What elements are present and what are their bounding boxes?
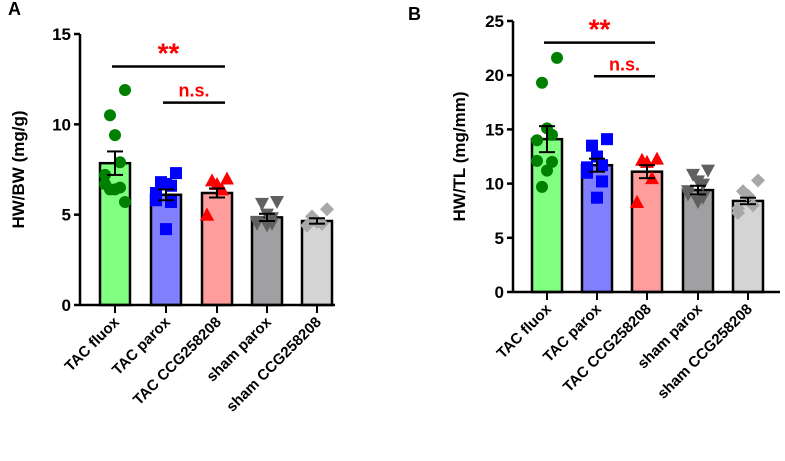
data-point	[551, 51, 563, 64]
y-tick-label: 10	[52, 115, 71, 134]
significance-label: **	[589, 14, 611, 45]
data-point	[220, 171, 234, 185]
data-point	[104, 109, 116, 122]
bar	[300, 219, 334, 307]
data-point	[586, 139, 598, 152]
data-point	[160, 223, 172, 236]
data-point	[581, 166, 593, 179]
data-point	[119, 84, 131, 97]
data-point	[165, 196, 177, 209]
error-bar	[209, 187, 225, 199]
significance-label: **	[158, 38, 180, 69]
error-bar	[740, 196, 756, 206]
y-tick-label: 5	[495, 229, 504, 248]
data-point	[200, 207, 214, 221]
significance-label: n.s.	[178, 81, 209, 101]
data-point	[591, 191, 603, 204]
y-axis-label: HW/TL (mg/mm)	[450, 91, 469, 221]
data-point	[601, 133, 613, 146]
error-bar	[309, 217, 325, 225]
data-point	[596, 175, 608, 188]
data-point	[731, 205, 745, 220]
data-point	[531, 134, 543, 147]
error-bar	[259, 212, 275, 222]
x-tick-label: sham CCG258208	[223, 314, 325, 416]
panel-label: B	[408, 4, 421, 24]
data-point	[686, 168, 700, 182]
error-bar	[158, 188, 174, 202]
data-point	[751, 173, 765, 188]
data-point	[536, 76, 548, 89]
data-point	[701, 164, 715, 178]
error-bar	[639, 164, 655, 180]
data-point	[170, 167, 182, 180]
data-point	[650, 151, 664, 165]
bar	[630, 170, 664, 294]
y-tick-label: 0	[495, 283, 504, 302]
error-bar	[589, 157, 605, 173]
y-tick-label: 20	[485, 66, 504, 85]
error-bar	[539, 125, 555, 154]
x-tick-label: TAC CCG258208	[560, 301, 655, 396]
data-point	[546, 155, 558, 168]
panel-label: A	[8, 0, 21, 19]
data-point	[741, 188, 755, 203]
data-point	[99, 168, 111, 181]
data-point	[119, 196, 131, 209]
data-point	[104, 183, 116, 196]
y-tick-label: 10	[485, 175, 504, 194]
error-bar	[107, 150, 123, 176]
y-tick-label: 25	[485, 12, 504, 31]
data-point	[260, 219, 274, 233]
data-point	[596, 159, 608, 172]
bar	[149, 193, 183, 307]
data-point	[746, 198, 760, 213]
data-point	[630, 195, 644, 209]
x-tick-label: sham CCG258208	[654, 301, 756, 403]
y-tick-label: 15	[485, 120, 504, 139]
data-point	[320, 202, 334, 217]
data-point	[255, 197, 269, 211]
data-point	[546, 128, 558, 141]
data-point	[300, 218, 314, 233]
data-point	[114, 156, 126, 169]
error-bar	[690, 184, 706, 196]
y-tick-label: 15	[52, 25, 71, 44]
x-tick-label: TAC CCG258208	[130, 314, 225, 409]
significance-label: n.s.	[609, 54, 640, 74]
data-point	[691, 196, 705, 210]
data-point	[536, 180, 548, 193]
data-point	[681, 188, 695, 202]
y-tick-label: 0	[62, 296, 71, 315]
y-axis-label: HW/BW (mg/g)	[9, 110, 28, 228]
y-tick-label: 5	[62, 206, 71, 225]
data-point	[541, 164, 553, 177]
data-point	[109, 129, 121, 142]
data-point	[531, 154, 543, 167]
data-point	[270, 196, 284, 210]
data-point	[150, 194, 162, 207]
